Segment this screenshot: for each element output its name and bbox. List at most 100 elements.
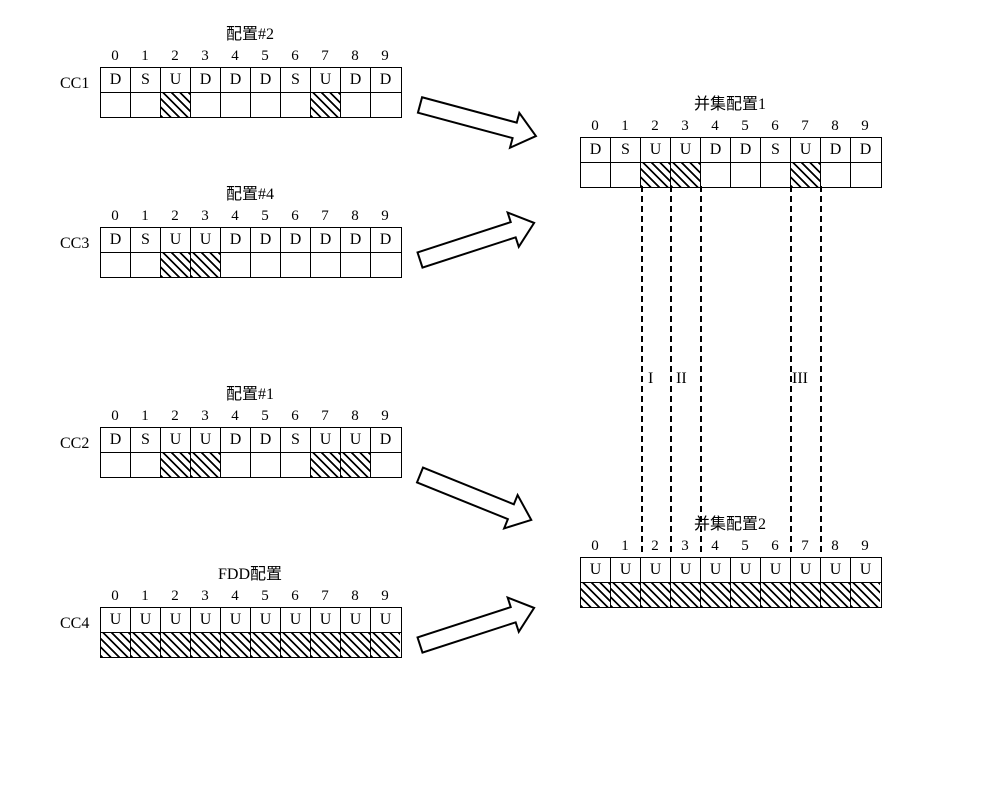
index-cell: 9 xyxy=(370,208,400,225)
cell xyxy=(221,253,251,277)
index-row: 0123456789 xyxy=(580,538,882,555)
cell: S xyxy=(281,68,311,92)
cell: U xyxy=(281,608,311,632)
region-label: II xyxy=(676,370,687,388)
index-row: 0123456789 xyxy=(580,118,882,135)
index-cell: 2 xyxy=(160,588,190,605)
cell-hatched xyxy=(821,583,851,607)
config-block-fdd: FDD配置CC40123456789UUUUUUUUUU xyxy=(100,560,402,658)
cell: U xyxy=(731,558,761,582)
index-row: 0123456789 xyxy=(100,588,402,605)
cell-hatched xyxy=(611,583,641,607)
cell xyxy=(191,93,221,117)
index-cell: 5 xyxy=(730,538,760,555)
index-cell: 5 xyxy=(250,588,280,605)
cell-hatched xyxy=(311,93,341,117)
grid-row xyxy=(581,582,881,607)
index-cell: 9 xyxy=(850,538,880,555)
index-cell: 4 xyxy=(220,48,250,65)
index-cell: 6 xyxy=(760,538,790,555)
cell: D xyxy=(101,228,131,252)
cell xyxy=(281,93,311,117)
cell xyxy=(101,93,131,117)
dashed-connector xyxy=(670,186,672,552)
cell: D xyxy=(371,428,400,452)
dashed-connector xyxy=(790,186,792,552)
cell: U xyxy=(311,428,341,452)
index-cell: 9 xyxy=(370,588,400,605)
index-cell: 0 xyxy=(100,588,130,605)
dashed-connector xyxy=(641,186,643,552)
cell xyxy=(281,453,311,477)
cell xyxy=(251,93,281,117)
config-title: 配置#2 xyxy=(100,20,400,44)
grid-row: DSUDDDSUDD xyxy=(101,68,401,92)
cc-label: CC1 xyxy=(60,75,89,93)
cell: D xyxy=(581,138,611,162)
index-cell: 1 xyxy=(610,118,640,135)
cell: U xyxy=(821,558,851,582)
arrow-icon xyxy=(412,76,582,175)
cell xyxy=(341,93,371,117)
index-cell: 3 xyxy=(670,538,700,555)
cell: U xyxy=(851,558,880,582)
cell xyxy=(611,163,641,187)
cell: D xyxy=(221,228,251,252)
cell xyxy=(311,253,341,277)
index-cell: 7 xyxy=(790,538,820,555)
index-cell: 6 xyxy=(760,118,790,135)
index-cell: 4 xyxy=(220,588,250,605)
index-cell: 0 xyxy=(100,48,130,65)
cell: U xyxy=(251,608,281,632)
cell: S xyxy=(761,138,791,162)
index-cell: 1 xyxy=(130,48,160,65)
cell: D xyxy=(191,68,221,92)
config-block-union2: 并集配置20123456789UUUUUUUUUU xyxy=(580,510,882,608)
subframe-grid: DSUUDDSUDD xyxy=(580,137,882,188)
index-cell: 0 xyxy=(100,408,130,425)
index-cell: 4 xyxy=(700,118,730,135)
index-cell: 7 xyxy=(310,588,340,605)
cell xyxy=(371,93,400,117)
cell: U xyxy=(641,138,671,162)
cell: D xyxy=(251,228,281,252)
dashed-connector xyxy=(820,186,822,552)
index-cell: 2 xyxy=(160,48,190,65)
cell: D xyxy=(371,228,400,252)
cell: D xyxy=(371,68,400,92)
grid-row xyxy=(101,632,401,657)
cell-hatched xyxy=(221,633,251,657)
region-label: III xyxy=(792,370,808,388)
cell: U xyxy=(221,608,251,632)
cell xyxy=(341,253,371,277)
index-cell: 3 xyxy=(670,118,700,135)
cell: U xyxy=(671,558,701,582)
subframe-grid: UUUUUUUUUU xyxy=(100,607,402,658)
cell-hatched xyxy=(251,633,281,657)
index-cell: 8 xyxy=(340,588,370,605)
cell: U xyxy=(671,138,701,162)
cell-hatched xyxy=(161,633,191,657)
arrow-icon xyxy=(409,447,580,563)
grid-row xyxy=(581,162,881,187)
config-title: 并集配置2 xyxy=(580,510,880,534)
index-cell: 6 xyxy=(280,208,310,225)
cell: U xyxy=(131,608,161,632)
index-cell: 1 xyxy=(130,408,160,425)
cell: U xyxy=(161,608,191,632)
cell xyxy=(131,93,161,117)
cell-hatched xyxy=(191,453,221,477)
index-cell: 2 xyxy=(640,118,670,135)
cell-hatched xyxy=(161,93,191,117)
arrow-icon xyxy=(411,182,582,289)
cell-hatched xyxy=(641,583,671,607)
cell: D xyxy=(731,138,761,162)
cell-hatched xyxy=(371,633,400,657)
index-cell: 3 xyxy=(190,408,220,425)
cell: D xyxy=(701,138,731,162)
cell-hatched xyxy=(131,633,161,657)
cell-hatched xyxy=(341,453,371,477)
cell: U xyxy=(371,608,400,632)
index-cell: 8 xyxy=(340,208,370,225)
region-label: I xyxy=(648,370,653,388)
